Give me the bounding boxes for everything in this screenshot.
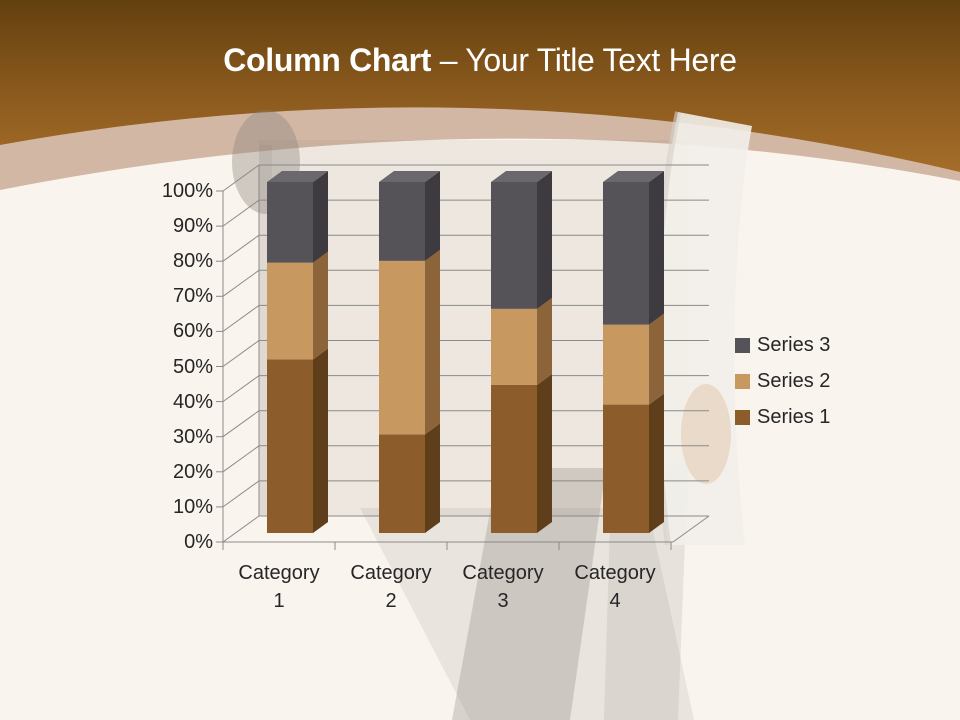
depth-connector-line [222,445,260,473]
chart-legend: Series 3 Series 2 Series 1 [735,334,830,442]
legend-swatch [735,373,750,389]
stacked-column-chart [216,164,710,550]
category-label: Category 4 [574,562,656,612]
segment-front-Series 1-Category 2 [379,434,425,533]
segment-side-Series 3-Category 3 [537,171,552,309]
depth-connector-line [222,375,260,403]
segment-side-Series 3-Category 1 [313,171,328,263]
segment-front-Series 3-Category 1 [267,182,313,263]
figure-floor-shadow [360,508,694,720]
column-top-Category 2 [379,171,440,182]
y-axis-label: 50% [172,355,213,378]
depth-connector-line [222,234,260,262]
segment-front-Series 3-Category 4 [603,182,649,325]
legend-label: Series 2 [757,369,831,392]
legend-label: Series 3 [757,333,831,356]
segment-side-Series 2-Category 3 [537,297,552,385]
segment-front-Series 2-Category 2 [379,260,425,435]
segment-side-Series 2-Category 2 [425,249,440,435]
category-label: Category 3 [462,562,544,612]
legend-item-series-2: Series 2 [735,370,830,392]
depth-connector-line [222,340,260,367]
depth-connector-line [222,515,260,543]
depth-connector-line [222,410,260,438]
y-axis-label: 100% [161,180,213,202]
y-axis-label: 30% [172,425,213,448]
floor-right-edge [672,515,710,543]
legend-swatch [735,409,750,425]
segment-side-Series 2-Category 4 [649,313,664,405]
legend-item-series-3: Series 3 [735,334,830,356]
depth-connector-line [222,480,260,508]
column-top-Category 1 [267,171,328,182]
segment-side-Series 1-Category 3 [537,373,552,533]
segment-front-Series 3-Category 3 [491,182,537,309]
y-axis-label: 10% [172,495,213,518]
depth-connector-line [222,269,260,297]
legend-label: Series 1 [757,405,831,428]
segment-front-Series 1-Category 3 [491,384,537,533]
y-axis-label: 70% [172,285,213,308]
slide-title: Column Chart – Your Title Text Here [0,42,960,79]
y-axis-label: 60% [172,320,213,343]
segment-front-Series 1-Category 4 [603,404,649,533]
segment-front-Series 2-Category 4 [603,324,649,405]
figure-leg-shadow [452,468,606,720]
legend-swatch [735,337,750,353]
segment-side-Series 2-Category 1 [313,251,328,360]
y-axis-label: 80% [172,250,213,273]
y-axis-label: 20% [172,460,213,483]
category-label: Category 2 [350,562,432,612]
y-axis-label: 0% [184,531,213,553]
segment-side-Series 1-Category 4 [649,393,664,533]
figure-hand [681,384,731,484]
depth-connector-line [222,304,260,332]
segment-front-Series 2-Category 1 [267,262,313,360]
column-top-Category 4 [603,171,664,182]
segment-side-Series 1-Category 1 [313,348,328,533]
segment-side-Series 3-Category 4 [649,171,664,325]
slide-title-rest: – Your Title Text Here [439,42,737,78]
segment-front-Series 1-Category 1 [267,359,313,533]
column-top-Category 3 [491,171,552,182]
segment-side-Series 1-Category 2 [425,423,440,533]
slide-title-bold: Column Chart [223,42,432,78]
segment-front-Series 3-Category 2 [379,182,425,261]
depth-connector-line [222,164,260,192]
segment-side-Series 3-Category 2 [425,171,440,261]
y-axis-label: 90% [172,215,213,238]
header-arc [0,0,960,172]
category-label: Category 1 [238,562,320,612]
legend-item-series-1: Series 1 [735,406,830,428]
segment-front-Series 2-Category 3 [491,308,537,385]
depth-connector-line [222,199,260,227]
y-axis-label: 40% [172,390,213,413]
